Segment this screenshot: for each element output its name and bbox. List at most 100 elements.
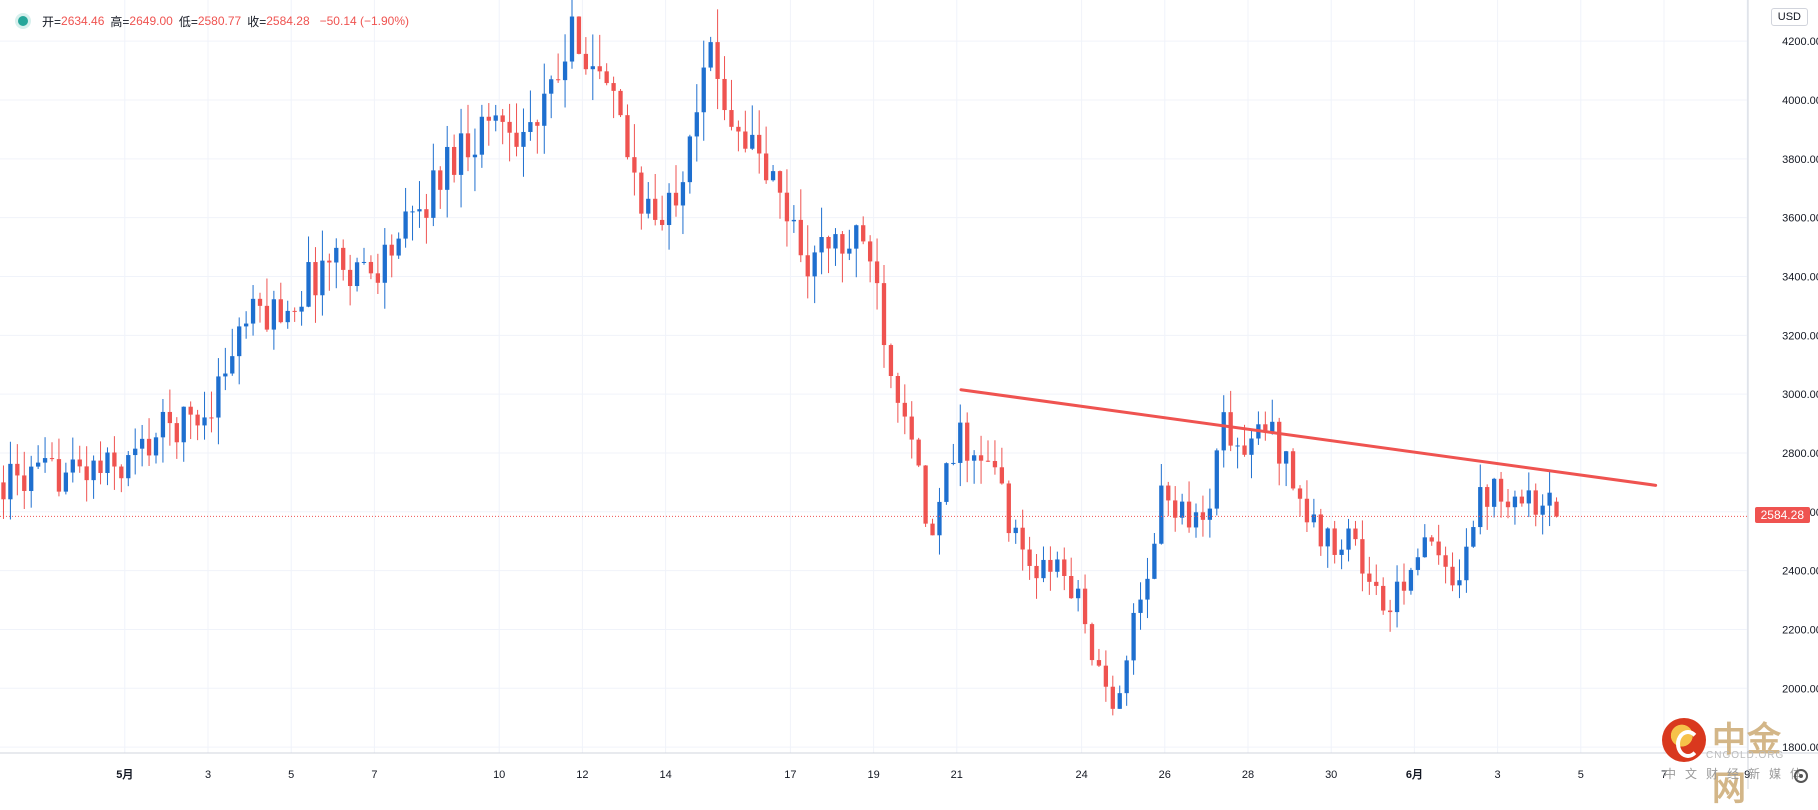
candle-body — [105, 452, 110, 473]
candle-body — [708, 42, 713, 68]
candle-body — [445, 146, 450, 190]
candle-body — [618, 90, 623, 116]
candle-body — [403, 211, 408, 239]
candle-body — [112, 452, 117, 467]
low-label: 低= — [178, 14, 198, 29]
candle-body — [958, 422, 963, 463]
candle-body — [278, 299, 283, 323]
candle-body — [1, 482, 6, 500]
candle-body — [8, 463, 13, 500]
candle-body — [680, 182, 686, 206]
candle-body — [1062, 559, 1067, 577]
candle-body — [417, 209, 422, 212]
candle-body — [1110, 686, 1115, 709]
open-value: 2634.46 — [61, 14, 105, 28]
candle-body — [639, 172, 644, 214]
candle-body — [181, 406, 186, 443]
candle-body — [334, 247, 339, 263]
candle-body — [341, 247, 346, 270]
candle-body — [694, 112, 699, 137]
candle-body — [1131, 612, 1136, 661]
candle-body — [978, 455, 984, 461]
candle-body — [1505, 501, 1511, 508]
candle-body — [49, 458, 55, 460]
candle-body — [673, 192, 679, 206]
candle-body — [1075, 588, 1081, 599]
candle-body — [1249, 438, 1254, 455]
candle-body — [1464, 546, 1469, 581]
candle-body — [1443, 555, 1448, 567]
candle-body — [368, 261, 374, 274]
candle-body — [29, 466, 34, 492]
candle-body — [84, 466, 89, 481]
currency-button[interactable]: USD — [1770, 8, 1808, 26]
candle-body — [320, 260, 325, 296]
candle-body — [542, 93, 547, 126]
candle-body — [271, 299, 277, 330]
candle-body — [1353, 528, 1358, 540]
candle-body — [1235, 445, 1240, 447]
candle-body — [1471, 527, 1476, 547]
candle-body — [1277, 421, 1282, 464]
candle-body — [292, 310, 297, 312]
candle-body — [1041, 559, 1046, 579]
x-tick-label: 7 — [371, 769, 377, 781]
candle-body — [528, 122, 533, 132]
candle-body — [757, 134, 762, 154]
x-tick-label: 19 — [867, 769, 879, 781]
candle-body — [1485, 487, 1490, 507]
candle-body — [1006, 483, 1011, 534]
candle-body — [743, 131, 748, 149]
candle-body — [881, 283, 887, 346]
candle-body — [250, 298, 256, 324]
candle-body — [42, 458, 48, 463]
candle-body — [327, 260, 332, 263]
candle-body — [354, 262, 360, 287]
candle-body — [458, 133, 464, 175]
candle-body — [15, 463, 20, 476]
candle-body — [22, 475, 27, 492]
candle-body — [465, 133, 471, 158]
candle-body — [1533, 490, 1538, 515]
candle-body — [763, 153, 769, 181]
candle-body — [119, 466, 124, 479]
candle-body — [1367, 573, 1372, 582]
candle-body — [812, 252, 817, 277]
candle-body — [98, 460, 103, 473]
candle-body — [1401, 581, 1407, 591]
candle-body — [237, 326, 242, 357]
candle-body — [389, 244, 394, 256]
candle-body — [833, 234, 838, 249]
candle-body — [361, 261, 367, 263]
candle-body — [424, 209, 429, 218]
candle-body — [715, 42, 720, 79]
candle-body — [1117, 693, 1122, 709]
candle-body — [1124, 660, 1129, 694]
x-tick-label: 10 — [493, 769, 505, 781]
candle-body — [971, 455, 977, 461]
candles-group — [1, 0, 1559, 716]
candle-body — [750, 134, 755, 149]
candle-body — [840, 234, 845, 254]
close-value: 2584.28 — [266, 14, 310, 28]
candlestick-chart[interactable]: 1800.002000.002200.002400.002600.002800.… — [0, 0, 1818, 789]
candle-body — [535, 122, 540, 126]
candle-body — [1519, 496, 1525, 504]
x-tick-label: 7 — [1661, 769, 1667, 781]
candle-body — [1089, 624, 1095, 661]
candle-body — [777, 171, 783, 193]
candle-body — [1311, 514, 1317, 523]
candle-body — [854, 225, 859, 249]
candle-body — [195, 414, 200, 426]
candle-body — [985, 460, 991, 462]
candle-body — [1436, 541, 1441, 556]
candle-body — [431, 170, 436, 218]
x-tick-label: 6月 — [1406, 768, 1423, 781]
y-tick-label: 2400.00 — [1782, 566, 1818, 578]
candle-body — [382, 244, 387, 283]
settings-gear-icon[interactable] — [1794, 769, 1808, 783]
candle-body — [847, 248, 852, 254]
candle-body — [500, 115, 505, 122]
candle-body — [1270, 421, 1275, 433]
